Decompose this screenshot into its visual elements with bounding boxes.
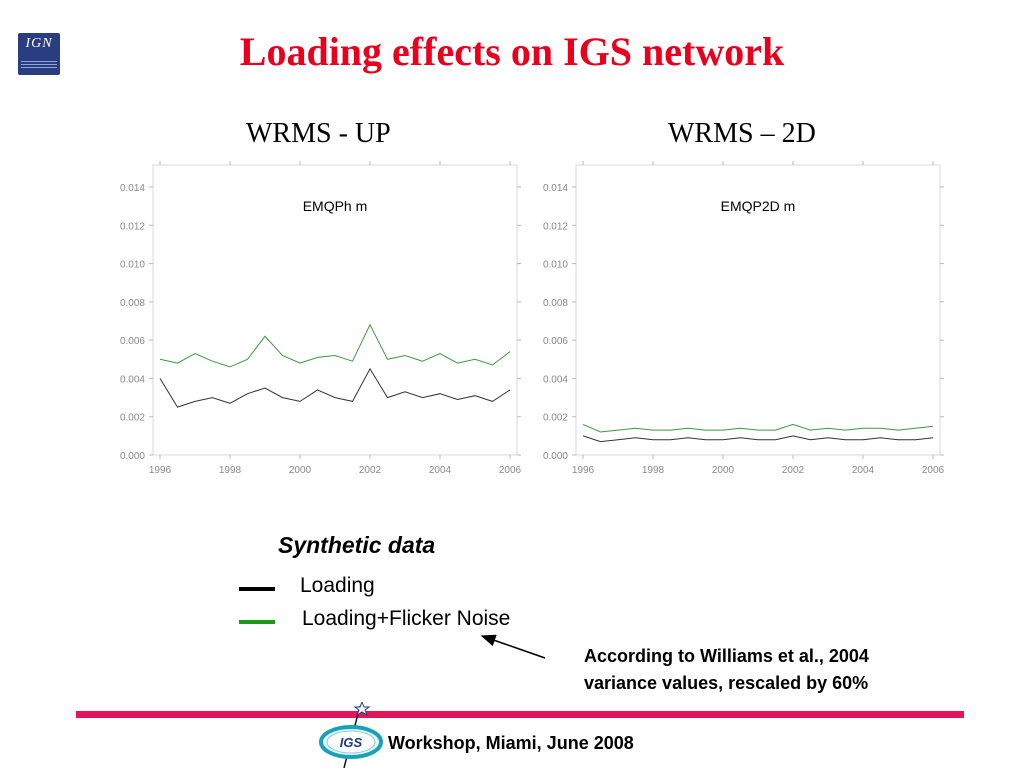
footer-bar (76, 711, 964, 718)
ign-logo: IGN (18, 33, 60, 75)
y-tick-label: 0.000 (120, 451, 145, 462)
x-tick-label: 2004 (429, 465, 452, 476)
y-tick-label: 0.012 (120, 221, 145, 232)
legend-label-flicker: Loading+Flicker Noise (302, 607, 511, 630)
series-line-flicker-noise (159, 323, 511, 368)
y-tick-label: 0.004 (120, 374, 145, 385)
y-tick-label: 0.010 (120, 260, 145, 271)
x-tick-label: 2006 (499, 465, 522, 476)
series-line-loading (159, 367, 511, 408)
note-line-2: variance values, rescaled by 60% (584, 673, 869, 693)
annotation-note: According to Williams et al., 2004 varia… (584, 643, 869, 697)
y-tick-label: 0.002 (543, 413, 568, 424)
x-tick-label: 1996 (149, 465, 172, 476)
x-tick-label: 2002 (359, 465, 382, 476)
chart-title: EMQP2D m (721, 198, 796, 214)
legend-label-loading: Loading (300, 574, 375, 597)
y-tick-label: 0.010 (543, 260, 568, 271)
series-line-loading (582, 435, 934, 443)
chart-title: EMQPh m (303, 198, 368, 214)
x-tick-label: 2004 (852, 465, 875, 476)
x-tick-label: 1998 (219, 465, 242, 476)
plot-frame (152, 164, 518, 456)
igs-logo-text: IGS (340, 735, 363, 750)
y-tick-label: 0.012 (543, 221, 568, 232)
y-tick-label: 0.014 (543, 183, 568, 194)
y-tick-label: 0.002 (120, 413, 145, 424)
chart-wrms-up: 0.000 0.002 0.004 0.006 0.008 0.010 0.012 0.014… (120, 161, 522, 476)
y-tick-label: 0.008 (120, 298, 145, 309)
y-tick-label: 0.006 (543, 336, 568, 347)
subtitle-wrms-2d: WRMS – 2D (668, 118, 816, 149)
y-tick-label: 0.000 (543, 451, 568, 462)
y-tick-label: 0.014 (120, 183, 145, 194)
subtitle-wrms-up: WRMS - UP (246, 118, 391, 149)
legend-line-flicker (239, 620, 275, 624)
y-tick-label: 0.006 (120, 336, 145, 347)
ign-logo-text: IGN (25, 36, 53, 51)
series-line-flicker-noise (582, 423, 934, 433)
legend-title: Synthetic data (278, 532, 436, 558)
x-tick-label: 2000 (289, 465, 312, 476)
igs-logo: IGS (319, 702, 383, 768)
ign-logo-lines (21, 61, 57, 71)
x-tick-label: 2002 (782, 465, 805, 476)
chart-wrms-2d: 0.000 0.002 0.004 0.006 0.008 0.010 0.012 0.014… (543, 161, 945, 476)
x-tick-label: 2006 (922, 465, 945, 476)
x-tick-label: 1996 (572, 465, 595, 476)
plot-frame (575, 164, 941, 456)
legend-line-loading (239, 587, 275, 591)
page-title: Loading effects on IGS network (239, 29, 785, 74)
footer-text: Workshop, Miami, June 2008 (388, 733, 634, 753)
y-tick-label: 0.004 (543, 374, 568, 385)
x-tick-label: 1998 (642, 465, 665, 476)
x-tick-label: 2000 (712, 465, 735, 476)
note-line-1: According to Williams et al., 2004 (584, 646, 869, 666)
y-tick-label: 0.008 (543, 298, 568, 309)
